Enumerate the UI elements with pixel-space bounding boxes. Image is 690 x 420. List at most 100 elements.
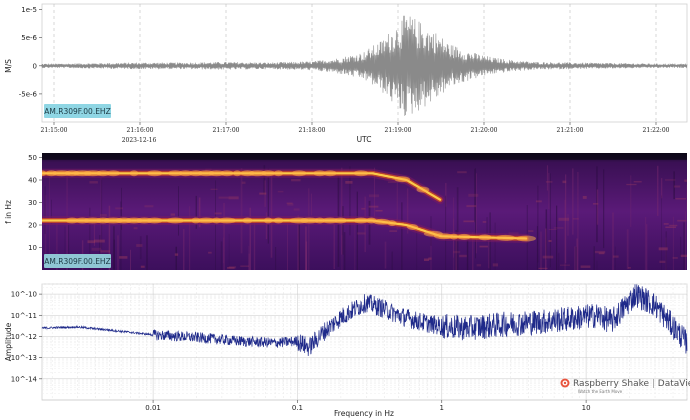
spectrogram-speckle (558, 217, 570, 221)
spectrogram-streak (89, 207, 91, 270)
waveform-y-tick-label: 1e-5 (21, 6, 37, 14)
spectrogram-band-blob (313, 170, 327, 177)
spectrogram-speckle (115, 207, 123, 210)
spectrogram-speckle (482, 221, 487, 223)
spectrogram-speckle (528, 230, 534, 232)
spectrogram-streak (665, 237, 667, 270)
spectrogram-band-blob (373, 218, 391, 225)
spectrogram-streak (545, 228, 547, 270)
spectrogram-band-blob (65, 217, 79, 224)
spectrogram-y-tick-label: 40 (28, 177, 37, 185)
spectrogram-band-blob (314, 217, 325, 224)
spectrogram-speckle (208, 251, 212, 254)
spectrogram-streak (298, 222, 300, 270)
spectrogram-band-blob (167, 170, 183, 177)
spectrogram-band-blob (322, 217, 339, 224)
spectrogram-speckle (357, 232, 366, 235)
spectrogram-band-blob (407, 224, 419, 230)
spectrogram-streak (305, 241, 308, 270)
spectrogram-streak (661, 195, 662, 270)
spectrogram-speckle (368, 205, 379, 208)
logo-tagline: Watch the Earth Move (578, 389, 623, 394)
spectrogram-streak (121, 187, 122, 230)
spectrogram-speckle (369, 194, 380, 198)
spectrogram-speckle (174, 253, 179, 256)
logo-product: DataView (658, 379, 690, 389)
spectrogram-top-band (42, 153, 687, 160)
spectrogram-speckle (100, 214, 107, 217)
spectrogram-streak (44, 186, 46, 234)
spectrogram-streak (574, 246, 576, 270)
spectrogram-speckle (463, 220, 475, 223)
spectrogram-streak (626, 229, 629, 270)
spectrogram-band-blob (96, 170, 110, 177)
spectrogram-band-blob (233, 170, 242, 177)
spectrogram-streak (546, 165, 549, 191)
spectrogram-streak (249, 207, 251, 270)
spectrogram-streak (565, 174, 567, 264)
spectrogram-texture (42, 153, 687, 270)
spectrogram-streak (430, 229, 432, 270)
spectrum-y-tick-label: 10^-14 (11, 375, 38, 383)
spectrogram-speckle (545, 181, 553, 183)
spectrogram-streak (452, 218, 455, 270)
spectrogram-band-blob (323, 170, 337, 177)
waveform-x-tick-label: 21:15:00 (41, 127, 68, 134)
spectrogram-speckle (553, 227, 564, 229)
spectrogram-speckle (548, 240, 552, 242)
spectrogram-speckle (479, 245, 488, 248)
spectrogram-speckle (457, 171, 467, 174)
spectrogram-streak (341, 167, 343, 255)
spectrogram-streak (356, 191, 358, 270)
spectrogram-streak (660, 178, 663, 199)
spectrogram-speckle (580, 265, 591, 268)
spectrogram-band-blob (387, 220, 397, 227)
spectrum-grid (42, 283, 688, 401)
spectrogram-speckle (594, 250, 606, 254)
spectrogram-band-blob (478, 234, 492, 241)
spectrogram-streak (275, 247, 277, 270)
spectrogram-streak (263, 165, 266, 195)
spectrogram-speckle (626, 183, 637, 186)
spectrogram-streak (572, 168, 574, 235)
spectrogram-streak (99, 235, 101, 270)
spectrogram-streak (198, 197, 201, 228)
spectrogram-streak (248, 253, 250, 270)
waveform-y-ticks: 1e-5 5e-6 0 -5e-6 (19, 6, 42, 98)
spectrogram-speckle (562, 180, 567, 184)
spectrogram-speckle (598, 252, 605, 255)
spectrogram-speckle (287, 203, 294, 206)
waveform-x-axis-label: UTC (357, 135, 372, 144)
spectrogram-band-blob (433, 233, 454, 240)
raspberry-shake-logo: Raspberry Shake | DataView Watch the Ear… (560, 378, 690, 394)
spectrogram-streak (603, 169, 605, 249)
spectrogram-streak (593, 246, 595, 270)
waveform-trace (41, 15, 688, 116)
svg-text:AM.R309F.00.EHZ: AM.R309F.00.EHZ (44, 107, 110, 116)
spectrogram-band-blob (416, 186, 430, 193)
spectrogram-streak (146, 235, 148, 270)
spectrogram-streak (108, 205, 111, 270)
svg-text:Raspberry Shake | DataView: Raspberry Shake | DataView (573, 379, 690, 389)
spectrogram-streak (406, 188, 409, 234)
raspberry-icon (560, 378, 570, 388)
spectrogram-streak (549, 173, 551, 268)
spectrogram-streak (567, 214, 569, 236)
spectrogram-streak (349, 166, 351, 236)
spectrogram-speckle (572, 218, 579, 220)
spectrogram-streak (113, 239, 115, 270)
waveform-x-tick-label: 21:16:00 (127, 127, 154, 134)
spectrogram-streak (341, 235, 343, 270)
spectrogram-band-blob (273, 217, 284, 224)
spectrogram-speckle (466, 205, 477, 208)
spectrogram-streak (614, 246, 616, 270)
spectrum-x-tick-label: 1 (440, 404, 444, 412)
spectrogram-streak (657, 165, 659, 216)
spectrogram-y-tick-label: 10 (28, 244, 37, 252)
spectrogram-streak (475, 168, 476, 259)
spectrogram-speckle (492, 263, 498, 267)
spectrogram-band-blob (106, 170, 121, 177)
spectrogram-speckle (94, 239, 105, 243)
spectrogram-streak (220, 241, 223, 270)
spectrogram-band-blob (495, 234, 516, 241)
